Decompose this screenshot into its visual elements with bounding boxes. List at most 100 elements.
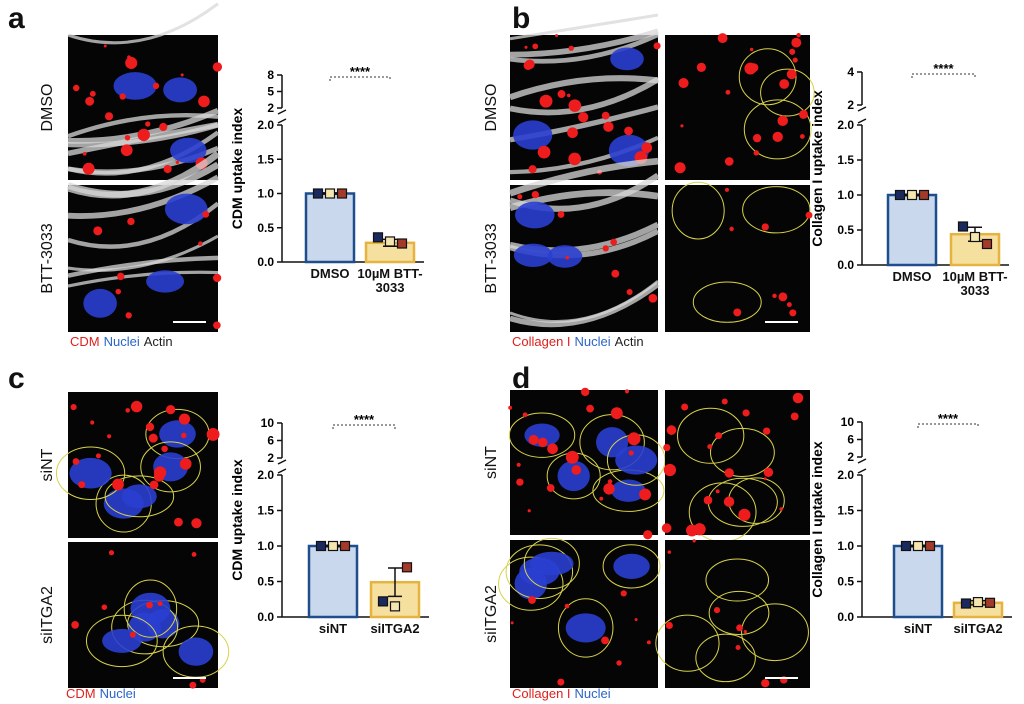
panel-letter: a [8, 2, 25, 35]
red-signal [724, 468, 734, 478]
y-tick-label: 1.5 [257, 152, 274, 166]
cell-outline [140, 441, 201, 493]
axis-break [277, 459, 287, 465]
red-signal [663, 443, 671, 452]
cell-outline [655, 614, 720, 672]
red-signal [212, 62, 223, 72]
cell-outline [705, 558, 770, 602]
axis-break [277, 468, 287, 474]
red-signal [713, 606, 721, 614]
nucleus [611, 479, 646, 502]
y-tick-label: 6 [267, 434, 274, 448]
x-tick-label: 10µM BTT-3033 [357, 266, 423, 295]
nucleus [615, 445, 658, 475]
nucleus [113, 72, 157, 100]
nucleus [146, 270, 185, 293]
legend-entry: Actin [615, 334, 644, 349]
nucleus [163, 77, 198, 103]
red-signal [674, 162, 686, 174]
legend: Collagen I Nuclei [512, 686, 611, 701]
row-label: siITGA2 [39, 586, 56, 644]
row-label: DMSO [483, 84, 500, 132]
red-signal [117, 272, 125, 281]
red-signal [120, 144, 133, 157]
nucleus [159, 420, 196, 448]
x-tick-label: siNT [903, 621, 933, 636]
replicate-mean [324, 188, 336, 199]
cell-outline [508, 412, 576, 458]
x-tick-label: DMSO [310, 266, 350, 281]
nucleus [164, 193, 208, 225]
replicate-mean [900, 540, 912, 552]
red-signal [198, 95, 210, 108]
micrograph [498, 537, 661, 688]
significance-label: **** [933, 61, 954, 76]
red-signal [538, 437, 548, 448]
axis-break [857, 458, 867, 464]
y-tick-label: 0.5 [837, 223, 854, 237]
red-signal [89, 90, 96, 97]
red-signal [78, 481, 86, 489]
cell-outline [743, 99, 812, 160]
row-label: siITGA2 [483, 585, 500, 643]
red-signal [180, 432, 187, 439]
red-signal [555, 34, 559, 38]
actin-fiber [509, 75, 659, 101]
red-signal [191, 552, 197, 557]
red-signal [148, 433, 158, 443]
y-axis-label: Collagen I uptake index [809, 441, 825, 598]
red-signal [191, 518, 202, 529]
red-signal [761, 679, 770, 688]
red-signal [601, 636, 610, 645]
actin-fiber [67, 270, 219, 288]
red-signal [510, 621, 514, 625]
y-tick-label: 2 [267, 101, 274, 115]
red-signal [532, 43, 539, 50]
red-signal [528, 165, 537, 174]
nucleus [610, 47, 644, 71]
y-tick-label: 1.0 [257, 539, 274, 553]
red-signal [95, 453, 101, 459]
panel-letter: b [512, 2, 530, 35]
y-tick-label: 0.0 [257, 255, 274, 269]
bar [307, 544, 359, 619]
red-signal [516, 478, 524, 486]
micrograph [661, 390, 810, 543]
red-signal [602, 245, 609, 252]
nucleus [69, 457, 112, 489]
red-signal [779, 79, 790, 89]
red-signal [586, 404, 595, 413]
red-signal [85, 96, 95, 106]
red-signal [130, 400, 143, 413]
nucleus [515, 201, 555, 229]
red-signal [729, 226, 734, 232]
replicate-mean [912, 540, 924, 552]
cell-outline [695, 633, 756, 683]
red-signal [578, 112, 589, 123]
y-tick-label: 0.5 [257, 575, 274, 589]
red-signal [724, 187, 730, 192]
red-signal [805, 211, 813, 219]
micrograph [55, 392, 220, 538]
legend-entry: CDM [70, 334, 100, 349]
y-tick-label: 2 [267, 451, 274, 465]
actin-fiber [67, 255, 219, 278]
red-signal [71, 621, 79, 629]
red-signal [522, 412, 528, 418]
y-tick-label: 10 [841, 415, 855, 429]
red-signal [213, 273, 222, 283]
cell-outline [708, 590, 770, 636]
red-signal [527, 509, 531, 513]
red-signal [145, 121, 151, 127]
red-signal [166, 404, 176, 415]
row-label: BTT-3033 [483, 223, 500, 293]
red-signal [611, 269, 620, 278]
y-tick-label: 2.0 [257, 468, 274, 482]
row-label: BTT-3033 [39, 223, 56, 293]
red-signal [762, 427, 771, 435]
replicate-mean [396, 238, 408, 249]
red-signal [772, 131, 783, 143]
y-tick-label: 0.0 [257, 610, 274, 624]
panel-letter: d [512, 362, 530, 395]
